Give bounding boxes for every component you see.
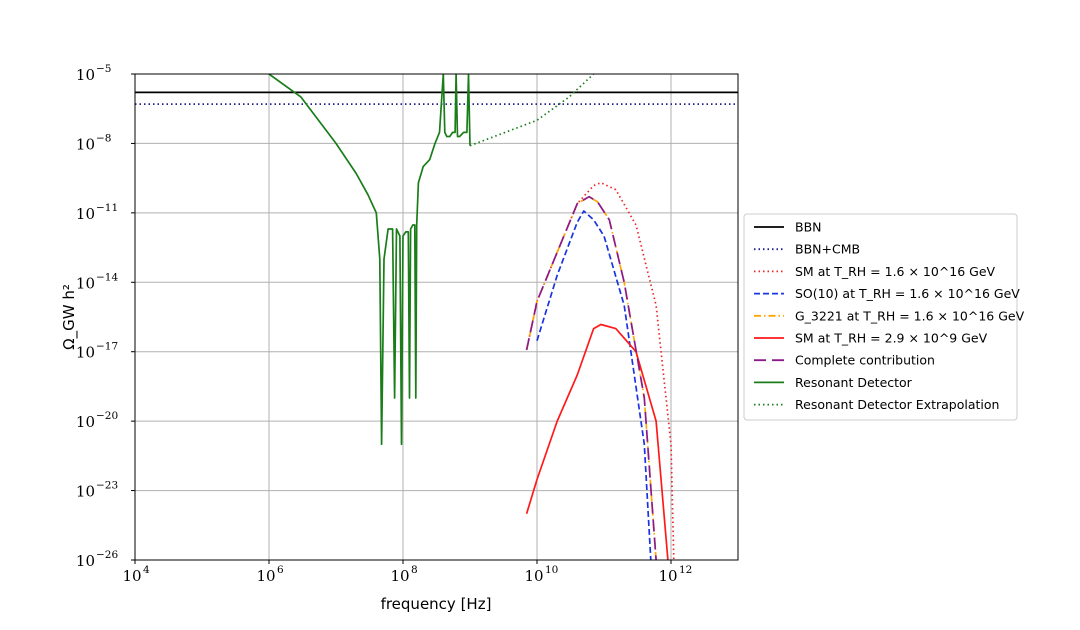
x-tick-label: 10 <box>658 567 677 585</box>
series-line-3 <box>525 181 675 560</box>
y-axis-label: Ω_GW h² <box>60 284 79 350</box>
legend-label: SM at T_RH = 1.6 × 10^16 GeV <box>795 264 996 279</box>
y-tick-exponent: −23 <box>96 480 118 492</box>
y-tick-label: 10 <box>76 483 95 501</box>
series-line-8 <box>268 74 471 446</box>
x-tick-label: 10 <box>256 567 275 585</box>
y-tick-label: 10 <box>76 344 95 362</box>
series-line-4 <box>536 210 652 560</box>
x-tick-label: 10 <box>524 567 543 585</box>
x-tick-exponent: 12 <box>679 564 692 576</box>
y-tick-label: 10 <box>76 274 95 292</box>
x-tick-exponent: 10 <box>545 564 558 576</box>
y-tick-exponent: −26 <box>96 549 118 561</box>
legend-label: SM at T_RH = 2.9 × 10^9 GeV <box>795 331 988 346</box>
legend-box <box>743 213 1018 421</box>
y-tick-exponent: −8 <box>96 132 111 144</box>
legend-label: Resonant Detector <box>795 375 913 390</box>
x-axis: 10 4 10 6 10 8 10 10 10 12 <box>122 560 692 585</box>
x-tick-exponent: 6 <box>277 564 284 576</box>
x-tick-exponent: 4 <box>143 564 150 576</box>
y-tick-label: 10 <box>76 135 95 153</box>
legend-label: SO(10) at T_RH = 1.6 × 10^16 GeV <box>795 286 1020 301</box>
y-tick-label: 10 <box>76 413 95 431</box>
legend-label: BBN+CMB <box>795 242 860 257</box>
plot-frame <box>134 73 739 561</box>
legend: BBN BBN+CMB SM at T_RH = 1.6 × 10^16 GeV SO… <box>743 213 1025 421</box>
x-axis-label: frequency [Hz] <box>381 595 492 613</box>
x-tick-label: 10 <box>122 567 141 585</box>
legend-label: BBN <box>795 220 822 235</box>
legend-label: Resonant Detector Extrapolation <box>795 397 999 412</box>
series-line-7 <box>525 195 657 560</box>
legend-label: Complete contribution <box>795 353 935 368</box>
y-tick-exponent: −5 <box>96 63 111 75</box>
y-tick-exponent: −17 <box>96 341 118 353</box>
plot-area <box>135 74 738 560</box>
legend-label: G_3221 at T_RH = 1.6 × 10^16 GeV <box>795 308 1025 323</box>
series-layer <box>135 74 738 560</box>
y-tick-label: 10 <box>76 205 95 223</box>
y-tick-exponent: −20 <box>96 410 118 422</box>
y-tick-exponent: −14 <box>96 271 118 283</box>
series-line-6 <box>525 323 669 560</box>
x-tick-exponent: 8 <box>411 564 418 576</box>
series-line-9 <box>469 74 595 147</box>
y-tick-label: 10 <box>76 552 95 570</box>
y-tick-label: 10 <box>76 66 95 84</box>
y-tick-exponent: −11 <box>96 202 118 214</box>
x-tick-label: 10 <box>390 567 409 585</box>
